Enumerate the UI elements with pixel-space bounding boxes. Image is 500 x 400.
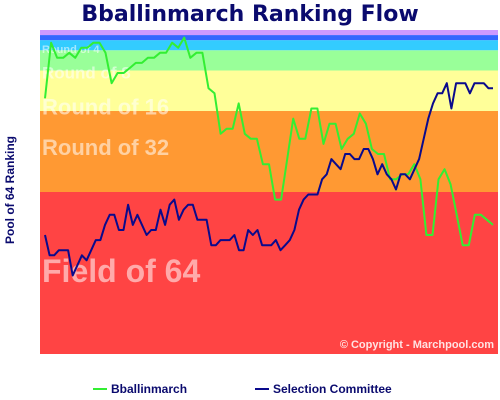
chart-title: Bballinmarch Ranking Flow: [81, 2, 419, 27]
legend-label-selection-committee: Selection Committee: [273, 382, 392, 396]
band-top-6: [40, 30, 498, 36]
band-label-round-of-32: Round of 32: [42, 135, 169, 160]
legend-label-bballinmarch: Bballinmarch: [111, 382, 187, 396]
band-label-round-of-16: Round of 16: [42, 95, 169, 120]
series-line-selection-committee: [44, 82, 493, 277]
band-round-of-16: [40, 70, 498, 111]
band-label-field-of-64: Field of 64: [42, 253, 200, 289]
band-top-5: [40, 35, 498, 41]
series-line-bballinmarch: [44, 36, 494, 247]
copyright-annotation: © Copyright - Marchpool.com: [340, 339, 494, 351]
band-round-of-8: [40, 50, 498, 71]
band-round-of-4: [40, 40, 498, 51]
